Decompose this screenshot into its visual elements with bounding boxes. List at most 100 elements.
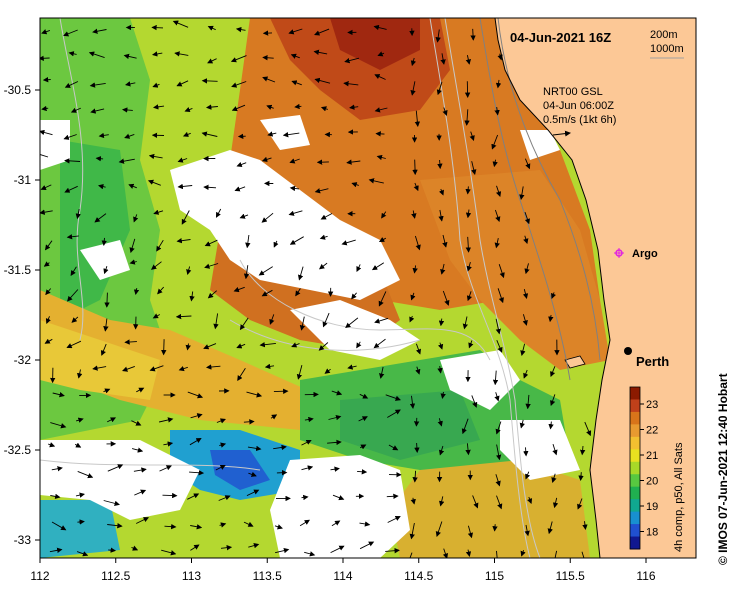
current-arrow-icon <box>45 316 51 325</box>
current-arrow-icon <box>231 104 246 112</box>
current-arrow-icon <box>498 264 505 279</box>
current-arrow-icon <box>150 261 162 270</box>
current-arrow-icon <box>274 524 283 530</box>
current-arrow-icon <box>177 183 193 190</box>
current-arrow-icon <box>273 240 279 248</box>
y-axis: -30.5 -31 -31.5 -32 -32.5 -33 <box>4 83 40 547</box>
current-arrow-icon <box>373 338 386 349</box>
current-arrow-icon <box>387 516 401 523</box>
current-arrow-icon <box>237 367 246 382</box>
current-arrow-icon <box>464 109 470 126</box>
current-arrow-icon <box>172 20 189 28</box>
current-arrow-icon <box>231 81 247 88</box>
current-arrow-icon <box>206 364 221 370</box>
x-tick-label: 116 <box>636 569 655 583</box>
current-arrow-icon <box>45 288 52 296</box>
current-arrow-icon <box>156 239 164 252</box>
current-arrow-icon <box>161 549 177 556</box>
current-arrow-icon <box>357 469 368 475</box>
current-arrow-icon <box>296 364 303 380</box>
x-tick-label: 112.5 <box>101 569 130 583</box>
current-arrow-icon <box>550 394 556 407</box>
current-arrow-icon <box>359 444 367 450</box>
current-arrow-icon <box>190 524 203 530</box>
current-arrow-icon <box>385 394 401 401</box>
y-tick-label: -31 <box>14 173 32 187</box>
current-arrow-icon <box>75 492 85 498</box>
current-arrow-icon <box>437 366 443 374</box>
current-arrow-icon <box>379 366 385 379</box>
current-arrow-icon <box>44 240 53 251</box>
current-arrow-icon <box>522 314 528 326</box>
current-arrow-icon <box>579 445 586 456</box>
current-arrow-icon <box>248 543 260 549</box>
current-arrow-icon <box>297 266 304 281</box>
current-arrow-icon <box>274 547 290 554</box>
current-arrow-icon <box>218 495 231 501</box>
current-arrow-icon <box>385 547 400 554</box>
current-arrow-icon <box>258 266 273 276</box>
current-arrow-icon <box>472 495 479 509</box>
current-arrow-icon <box>233 286 245 293</box>
current-arrow-icon <box>289 185 300 192</box>
current-arrow-icon <box>131 420 142 426</box>
current-arrow-icon <box>125 81 136 87</box>
current-arrow-icon <box>331 390 343 396</box>
current-arrow-icon <box>374 107 388 113</box>
current-arrow-icon <box>359 521 371 527</box>
current-time: 04-Jun 06:00Z <box>543 100 614 112</box>
current-arrow-icon <box>103 266 109 275</box>
current-arrow-icon <box>50 422 67 429</box>
current-arrow-icon <box>438 342 444 350</box>
current-arrow-icon <box>219 442 227 448</box>
current-arrow-icon <box>152 51 163 57</box>
current-arrow-icon <box>497 288 504 304</box>
colorbar: 23 22 21 20 19 18 4h comp, p50, All Sats <box>629 386 685 552</box>
current-arrow-icon <box>95 155 104 162</box>
current-arrow-icon <box>153 209 164 215</box>
current-arrow-icon <box>304 551 316 557</box>
current-arrow-icon <box>415 343 422 355</box>
current-arrow-icon <box>106 417 117 423</box>
current-arrow-icon <box>174 51 189 57</box>
current-arrow-icon <box>92 365 107 371</box>
current-arrow-icon <box>40 129 53 136</box>
current-arrow-icon <box>439 496 445 507</box>
current-arrow-icon <box>181 210 190 225</box>
colorbar-title: 4h comp, p50, All Sats <box>673 442 685 552</box>
current-arrow-icon <box>436 81 443 96</box>
current-arrow-icon <box>203 343 217 350</box>
current-arrow-icon <box>122 365 135 372</box>
current-arrow-icon <box>201 131 218 137</box>
current-arrow-icon <box>42 77 51 83</box>
current-arrow-icon <box>351 292 357 300</box>
current-arrow-icon <box>124 339 137 345</box>
current-arrow-icon <box>70 266 77 276</box>
current-arrow-icon <box>163 441 174 447</box>
current-arrow-icon <box>368 178 384 184</box>
current-arrow-icon <box>184 107 193 113</box>
argo-label: Argo <box>632 248 658 260</box>
current-arrow-icon <box>551 292 557 299</box>
current-arrow-icon <box>435 29 441 43</box>
current-arrow-icon <box>527 496 533 505</box>
current-arrow-icon <box>190 413 203 419</box>
current-arrow-icon <box>243 265 250 280</box>
current-arrow-icon <box>471 161 477 175</box>
current-arrow-icon <box>414 442 420 453</box>
current-arrow-icon <box>440 391 446 399</box>
current-arrow-icon <box>94 213 107 223</box>
current-arrow-icon <box>496 550 498 558</box>
current-arrow-icon <box>440 53 446 65</box>
current-arrow-icon <box>75 417 84 423</box>
current-arrow-icon <box>264 363 275 370</box>
current-arrow-icon <box>548 314 554 323</box>
current-arrow-icon <box>261 156 272 162</box>
current-arrow-icon <box>318 262 328 270</box>
current-arrow-icon <box>331 520 341 527</box>
current-arrow-icon <box>523 235 529 245</box>
current-arrow-icon <box>148 153 163 160</box>
current-arrow-icon <box>76 551 89 557</box>
current-arrow-icon <box>465 55 471 65</box>
current-arrow-icon <box>524 263 530 275</box>
